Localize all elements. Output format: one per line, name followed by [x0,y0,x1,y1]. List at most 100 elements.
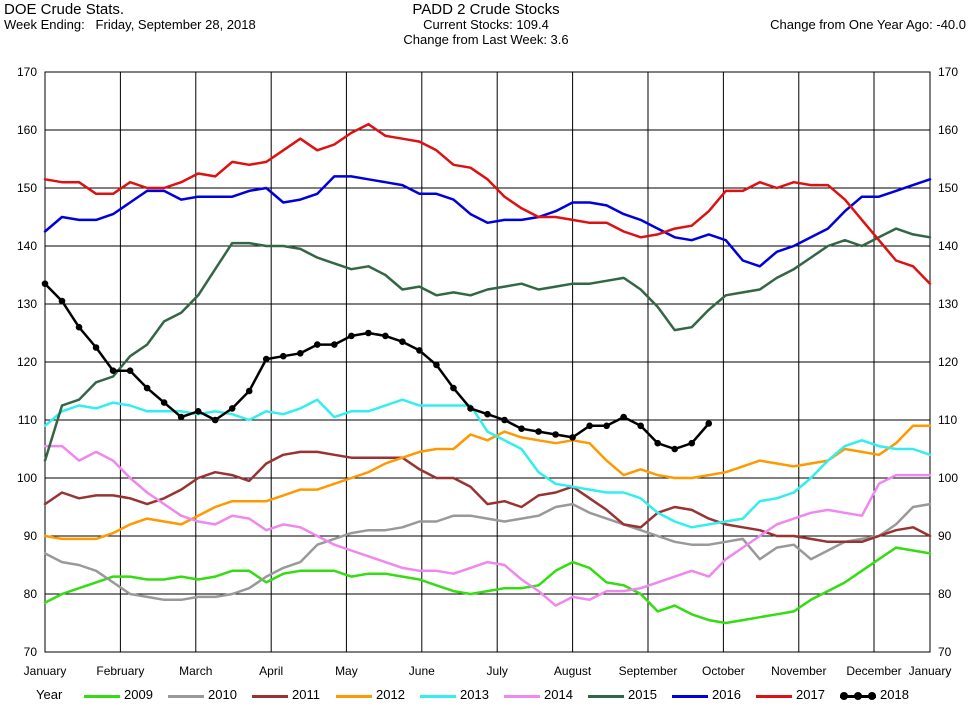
series-point-2018 [399,338,406,346]
y-tick-label-right: 170 [938,65,958,79]
series-point-2018 [552,431,559,438]
legend-marker-2018 [868,692,876,700]
x-tick-label: October [702,664,745,678]
x-tick-label: July [487,664,508,678]
legend-marker-2018 [854,692,862,700]
series-point-2018 [433,361,440,369]
series-point-2018 [586,422,593,430]
series-point-2018 [603,422,610,430]
series-point-2018 [228,405,236,412]
y-tick-label-left: 130 [17,297,37,311]
legend-title: Year [36,687,63,702]
x-tick-label: April [259,664,283,678]
legend-swatch-2010 [168,695,204,698]
legend-swatch-2016 [672,695,708,698]
y-tick-label-right: 120 [938,355,958,369]
y-tick-label-left: 80 [24,587,38,601]
series-point-2018 [41,280,49,288]
y-tick-label-right: 160 [938,123,958,137]
series-point-2018 [501,416,508,424]
y-tick-label-left: 120 [17,355,37,369]
x-tick-label: June [409,664,435,678]
series-point-2018 [58,297,66,305]
x-tick-label: March [179,664,212,678]
series-point-2018 [160,399,168,406]
y-tick-label-left: 90 [24,529,38,543]
series-point-2018 [279,352,287,360]
report-title: DOE Crude Stats. [4,1,125,18]
x-tick-label: August [554,664,592,678]
series-point-2018 [194,408,202,415]
series-point-2018 [314,341,321,348]
header-left: DOE Crude Stats. Week Ending: Friday, Se… [4,2,256,32]
y-tick-label-right: 90 [938,529,952,543]
series-line-2018 [43,282,711,451]
x-tick-label: November [771,664,826,678]
legend-swatch-2014 [504,695,540,698]
y-tick-label-right: 150 [938,181,958,195]
y-tick-label-right: 70 [938,645,952,659]
series-point-2018 [382,332,389,340]
series-point-2018 [143,384,151,392]
series-point-2018 [92,344,100,351]
week-ending-label: Week Ending: [4,17,85,32]
series-point-2018 [365,329,372,337]
series-line-2016 [43,175,932,268]
legend-label-2013: 2013 [460,687,489,702]
series-point-2018 [705,420,713,427]
series-line-2017 [43,122,932,285]
series-point-2018 [688,439,696,447]
series-point-2018 [331,341,338,348]
series-point-2018 [518,425,525,433]
y-tick-label-right: 140 [938,239,958,253]
y-tick-label-left: 160 [17,123,37,137]
x-tick-label: January [909,664,952,678]
series-point-2018 [620,413,627,421]
legend-label-2016: 2016 [712,687,741,702]
series-point-2018 [671,445,679,453]
series-point-2018 [569,434,576,441]
y-tick-label-right: 110 [938,413,957,427]
legend-label-2014: 2014 [544,687,573,702]
series-point-2018 [126,367,134,375]
y-tick-label-left: 110 [18,413,37,427]
series-line-2010 [43,502,932,602]
legend-label-2015: 2015 [628,687,657,702]
series-line-2014 [43,444,932,607]
legend-swatch-2009 [84,695,120,698]
legend-swatch-2012 [336,695,372,698]
series-line-2015 [43,227,932,462]
series-point-2018 [637,422,644,430]
y-tick-label-right: 80 [938,587,952,601]
x-tick-label: February [96,664,144,678]
y-tick-label-right: 130 [938,297,958,311]
series-point-2018 [467,405,474,412]
legend-swatch-2013 [420,695,456,698]
series-point-2018 [211,416,219,424]
legend-label-2012: 2012 [376,687,405,702]
legend: Year 2009 2010 2011 2012 2013 2014 2015 2016 201… [0,685,972,705]
legend-marker-2018 [840,692,848,700]
change-year-ago: Change from One Year Ago: -40.0 [770,17,966,32]
series-point-2018 [450,384,457,392]
series-point-2018 [75,323,83,331]
series-point-2018 [177,413,185,421]
x-tick-label: May [335,664,358,678]
x-tick-label: December [846,664,901,678]
week-ending-value: Friday, September 28, 2018 [95,17,256,32]
y-tick-label-left: 140 [17,239,37,253]
change-last-week: Change from Last Week: 3.6 [403,32,569,47]
series-point-2018 [654,439,661,447]
series-point-2018 [109,367,117,375]
legend-label-2011: 2011 [292,687,320,702]
series-line-2009 [43,546,932,625]
legend-swatch-2015 [588,695,624,698]
chart-title: PADD 2 Crude Stocks [412,1,560,18]
x-tick-label: September [619,664,678,678]
series-point-2018 [416,347,423,354]
y-tick-label-left: 100 [17,471,37,485]
header-center: PADD 2 Crude Stocks Current Stocks: 109.… [0,2,972,47]
y-tick-label-left: 170 [17,65,37,79]
series-line-2011 [43,450,932,544]
